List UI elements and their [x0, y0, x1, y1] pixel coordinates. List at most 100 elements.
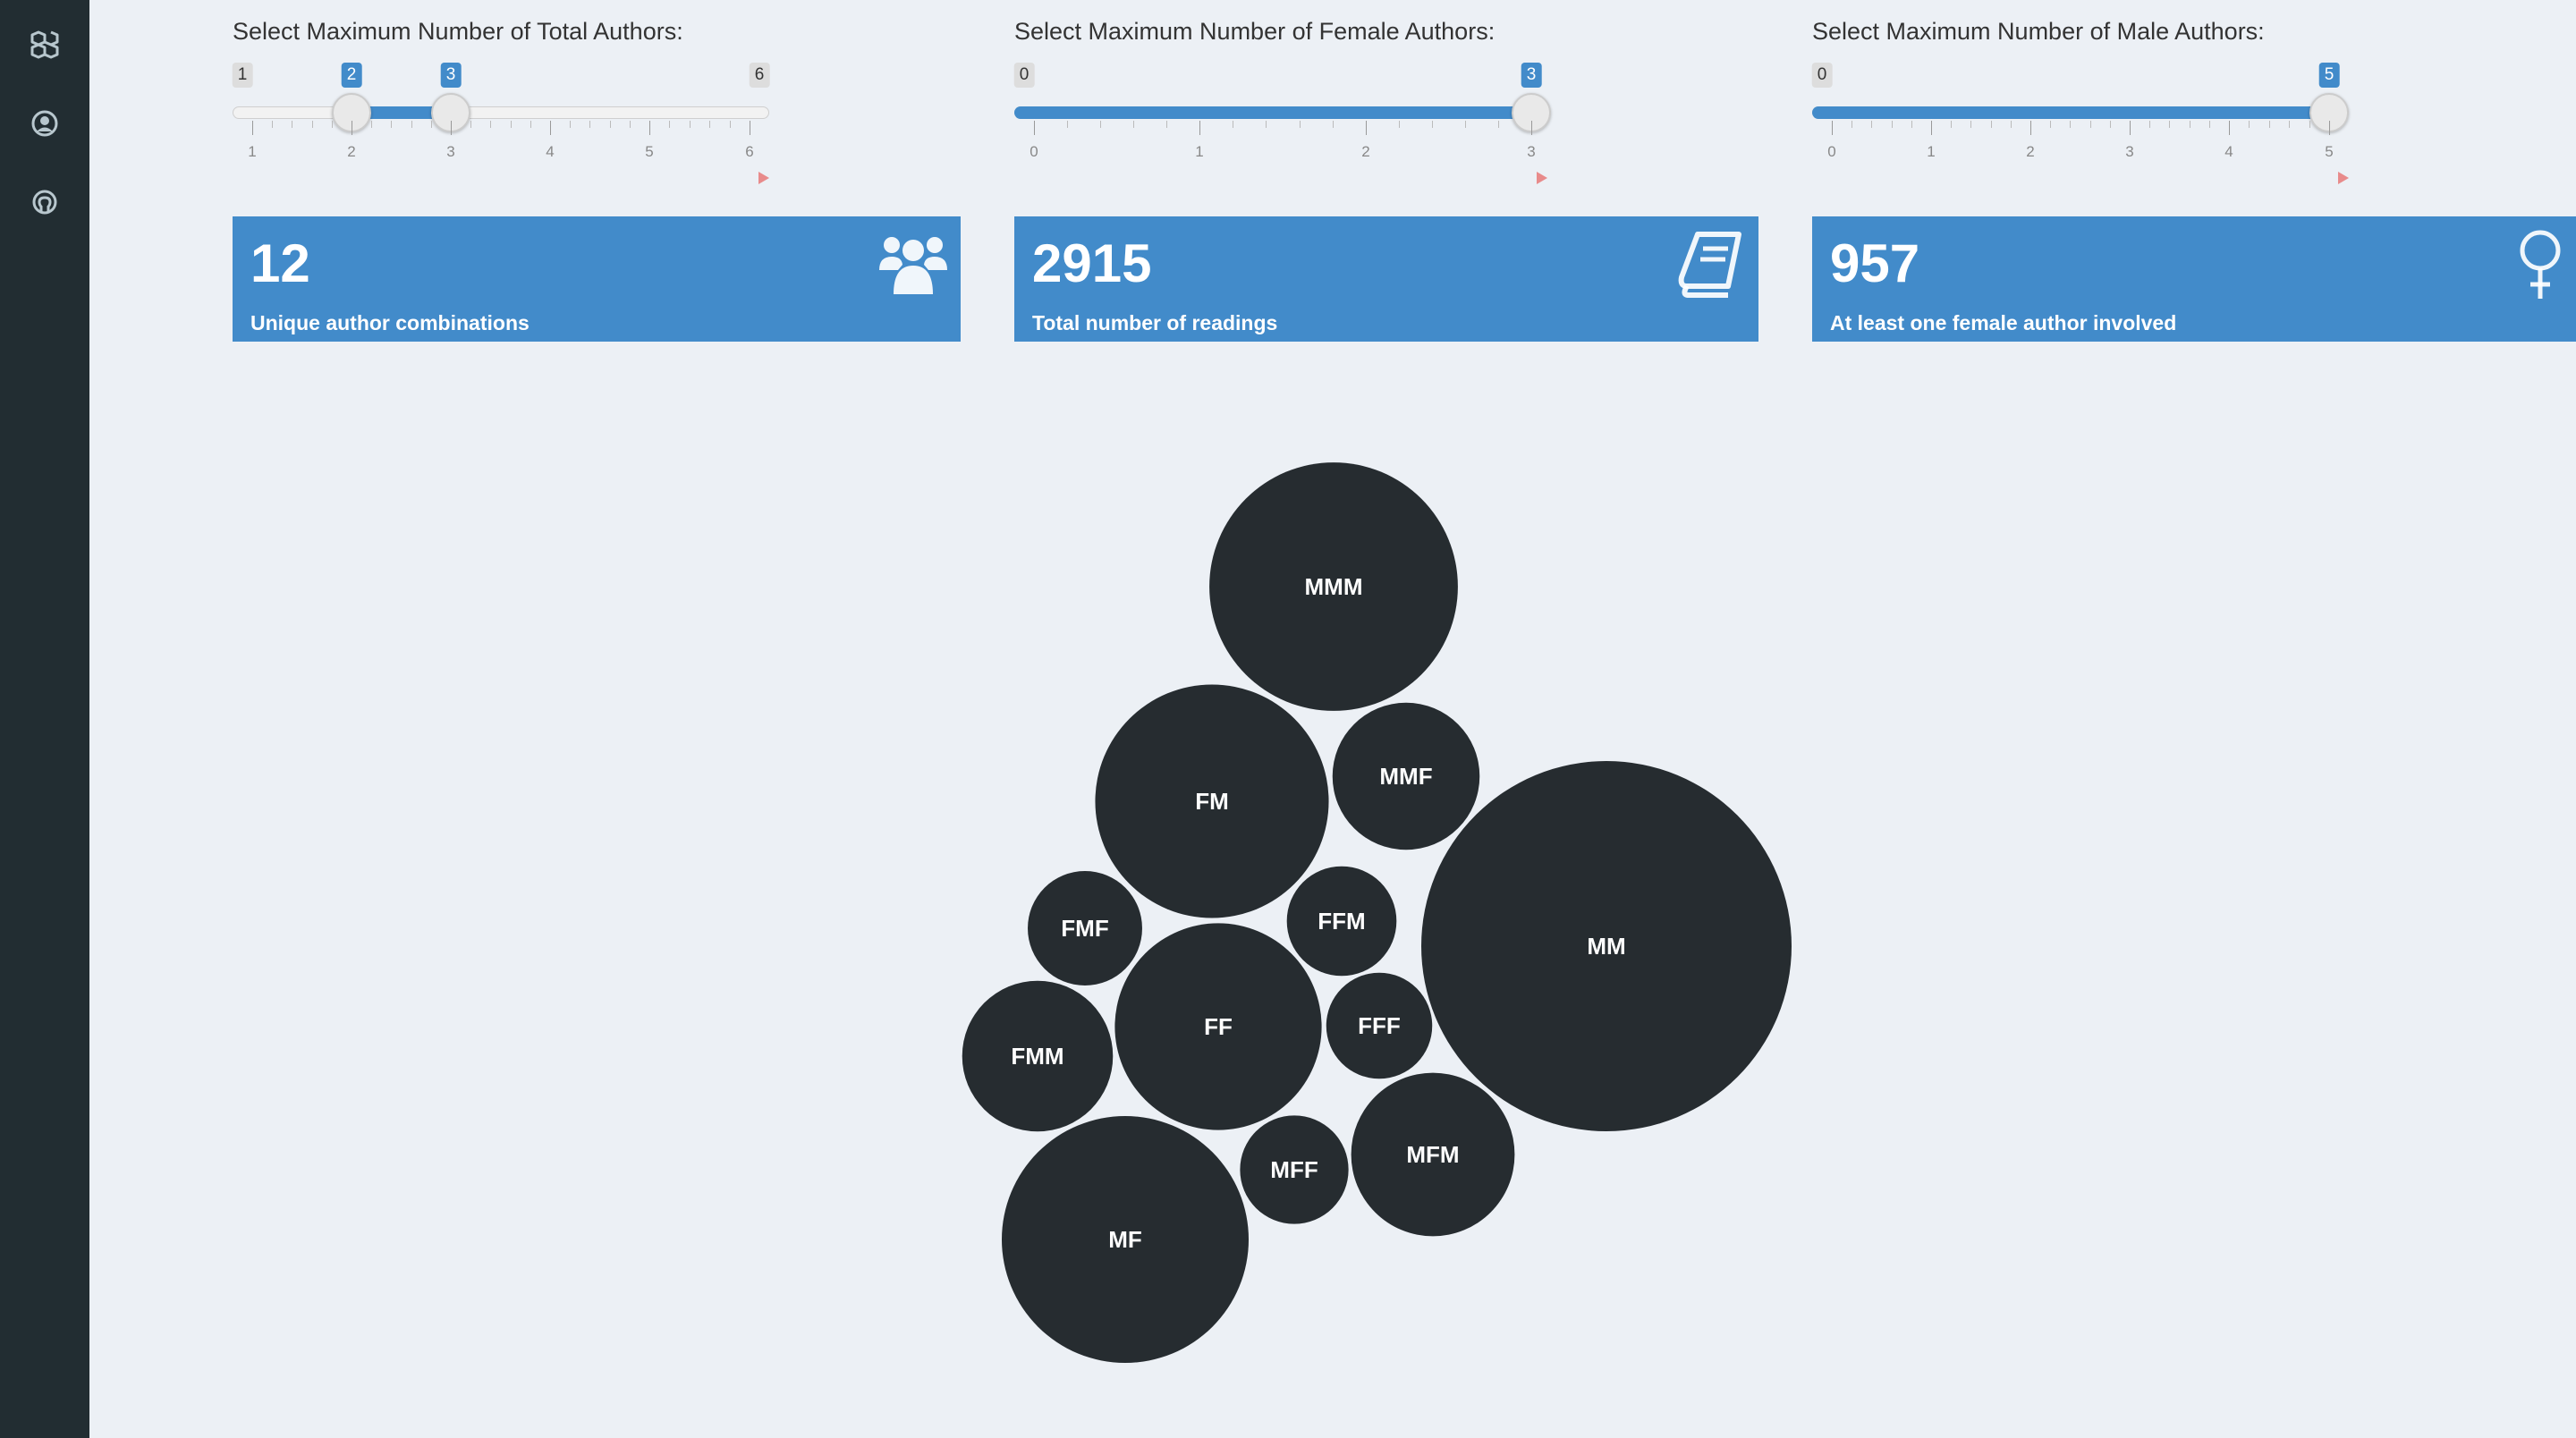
slider-label: Select Maximum Number of Male Authors:	[1812, 18, 2265, 45]
bubble-label: MFF	[1270, 1156, 1318, 1183]
slider-tick-label: 1	[1195, 143, 1204, 160]
slider-minor-tick	[1911, 121, 1912, 128]
slider-tick-label: 2	[347, 143, 356, 160]
bubble-label: FMM	[1011, 1043, 1063, 1070]
value-box-number: 12	[250, 233, 310, 293]
slider-tick-label: 1	[1927, 143, 1936, 160]
max-pill: 6	[749, 63, 770, 88]
slider-tick-label: 2	[1361, 143, 1370, 160]
slider-tick	[451, 121, 452, 135]
cubes-icon[interactable]	[27, 27, 63, 63]
value-box-number: 957	[1830, 233, 1920, 293]
bubble-label: MMF	[1379, 763, 1432, 790]
slider-minor-tick	[2070, 121, 2072, 128]
slider-minor-tick	[1133, 121, 1134, 128]
play-icon[interactable]	[2338, 172, 2349, 184]
bubble-label: MFM	[1406, 1141, 1459, 1168]
value-box-combinations: 12 Unique author combinations	[233, 216, 961, 342]
slider-tick-label: 0	[1827, 143, 1836, 160]
slider-minor-tick	[470, 121, 472, 128]
slider-minor-tick	[1432, 121, 1433, 128]
slider-minor-tick	[1871, 121, 1873, 128]
slider-minor-tick	[2249, 121, 2250, 128]
slider-tick	[2229, 121, 2230, 135]
slider-minor-tick	[1299, 121, 1301, 128]
bubble-mmm[interactable]	[1209, 462, 1458, 711]
slider-minor-tick	[2149, 121, 2151, 128]
bubble-mff[interactable]	[1240, 1115, 1349, 1224]
bubble-fmf[interactable]	[1028, 871, 1142, 985]
slider-tick-label: 3	[446, 143, 455, 160]
slider-minor-tick	[371, 121, 373, 128]
high-value-pill: 5	[2318, 63, 2340, 88]
slider-tick-label: 2	[2026, 143, 2035, 160]
slider-tick	[1366, 121, 1367, 135]
slider-minor-tick	[1891, 121, 1893, 128]
slider-minor-tick	[1465, 121, 1466, 128]
sidebar	[0, 0, 89, 1438]
slider-minor-tick	[1100, 121, 1101, 128]
slider-minor-tick	[1166, 121, 1167, 128]
value-box-caption: At least one female author involved	[1830, 311, 2177, 334]
slider-minor-tick	[2208, 121, 2210, 128]
slider-minor-tick	[2050, 121, 2052, 128]
slider-tick	[2030, 121, 2031, 135]
slider-minor-tick	[1067, 121, 1068, 128]
bubble-mm[interactable]	[1421, 761, 1792, 1131]
book-icon	[1678, 232, 1741, 298]
bubble-mmf[interactable]	[1332, 702, 1480, 850]
slider-range-fill	[1812, 106, 2329, 119]
slider-tick	[1931, 121, 1932, 135]
bubble-fmm[interactable]	[962, 980, 1114, 1132]
slider-minor-tick	[609, 121, 611, 128]
slider-tick-label: 3	[2125, 143, 2134, 160]
slider-minor-tick	[1399, 121, 1400, 128]
slider-minor-tick	[589, 121, 591, 128]
slider-range-fill	[1014, 106, 1531, 119]
bubble-label: FFF	[1358, 1012, 1401, 1039]
slider-tick-label: 0	[1030, 143, 1038, 160]
slider-minor-tick	[1266, 121, 1267, 128]
slider-minor-tick	[411, 121, 412, 128]
bubble-mfm[interactable]	[1351, 1072, 1515, 1237]
slider-tick	[252, 121, 253, 135]
bubble-ffm[interactable]	[1286, 866, 1397, 977]
slider-tick	[649, 121, 650, 135]
slider-tick	[550, 121, 551, 135]
slider-minor-tick	[311, 121, 313, 128]
bubble-label: FMF	[1061, 915, 1108, 942]
bubble-ff[interactable]	[1114, 923, 1322, 1130]
slider-minor-tick	[669, 121, 671, 128]
slider-minor-tick	[1970, 121, 1972, 128]
slider-minor-tick	[331, 121, 333, 128]
slider-tick-label: 1	[248, 143, 257, 160]
slider-minor-tick	[391, 121, 393, 128]
play-icon[interactable]	[1537, 172, 1547, 184]
slider-tick-label: 5	[645, 143, 654, 160]
slider-minor-tick	[1951, 121, 1953, 128]
low-value-pill: 2	[341, 63, 362, 88]
high-value-pill: 3	[440, 63, 462, 88]
bubble-label: FFM	[1318, 908, 1365, 935]
bubble-label: MF	[1108, 1226, 1142, 1253]
slider-minor-tick	[2089, 121, 2091, 128]
slider-tick	[1531, 121, 1532, 135]
slider-tick	[2130, 121, 2131, 135]
play-icon[interactable]	[758, 172, 769, 184]
slider-minor-tick	[1498, 121, 1499, 128]
slider-minor-tick	[709, 121, 711, 128]
github-icon[interactable]	[27, 184, 63, 220]
bubble-fm[interactable]	[1095, 684, 1329, 918]
bubble-label: FF	[1204, 1013, 1233, 1040]
user-circle-icon[interactable]	[27, 106, 63, 141]
slider-minor-tick	[2109, 121, 2111, 128]
bubble-mf[interactable]	[1002, 1116, 1249, 1363]
slider-tick-label: 3	[1527, 143, 1536, 160]
slider-total-authors: Select Maximum Number of Total Authors: …	[232, 18, 770, 188]
slider-minor-tick	[490, 121, 492, 128]
slider-minor-tick	[1990, 121, 1992, 128]
slider-tick	[1199, 121, 1200, 135]
users-icon	[879, 237, 947, 294]
bubble-fff[interactable]	[1326, 972, 1433, 1079]
